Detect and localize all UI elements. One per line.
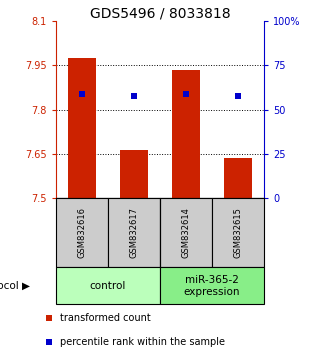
Bar bbox=[56, 267, 160, 304]
Text: GSM832614: GSM832614 bbox=[181, 207, 190, 258]
Bar bbox=[108, 198, 160, 267]
Bar bbox=[224, 159, 252, 198]
Bar bbox=[160, 198, 212, 267]
Bar bbox=[172, 70, 200, 198]
Title: GDS5496 / 8033818: GDS5496 / 8033818 bbox=[90, 6, 230, 20]
Text: miR-365-2
expression: miR-365-2 expression bbox=[184, 275, 240, 297]
Text: control: control bbox=[90, 281, 126, 291]
Bar bbox=[160, 267, 264, 304]
Bar bbox=[68, 58, 96, 198]
Text: GSM832617: GSM832617 bbox=[130, 207, 139, 258]
Text: percentile rank within the sample: percentile rank within the sample bbox=[60, 337, 225, 348]
Bar bbox=[212, 198, 264, 267]
Text: GSM832616: GSM832616 bbox=[77, 207, 86, 258]
Bar bbox=[120, 150, 148, 198]
Text: transformed count: transformed count bbox=[60, 313, 151, 323]
Bar bbox=[56, 198, 108, 267]
Text: GSM832615: GSM832615 bbox=[234, 207, 243, 258]
Text: protocol ▶: protocol ▶ bbox=[0, 281, 30, 291]
